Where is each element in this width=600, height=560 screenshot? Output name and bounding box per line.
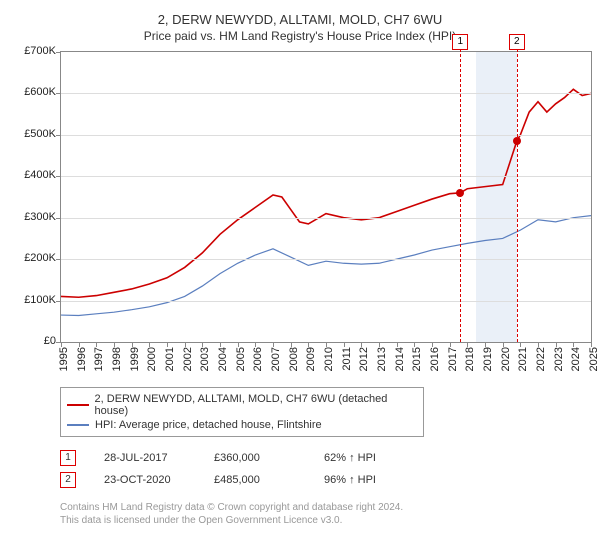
sale-hpi: 62% ↑ HPI <box>324 452 406 464</box>
chart: 12 £0£100K£200K£300K£400K£500K£600K£700K… <box>10 51 590 381</box>
footer-line: This data is licensed under the Open Gov… <box>60 514 590 527</box>
legend: 2, DERW NEWYDD, ALLTAMI, MOLD, CH7 6WU (… <box>60 387 424 437</box>
legend-swatch <box>67 404 89 406</box>
y-axis-tick: £300K <box>10 211 56 223</box>
y-axis-tick: £0 <box>10 335 56 347</box>
sale-date: 28-JUL-2017 <box>104 452 186 464</box>
legend-label: HPI: Average price, detached house, Flin… <box>95 419 322 431</box>
legend-item-hpi: HPI: Average price, detached house, Flin… <box>67 418 417 432</box>
y-axis-tick: £500K <box>10 128 56 140</box>
chart-lines <box>61 52 591 342</box>
y-axis-tick: £600K <box>10 86 56 98</box>
sale-price: £485,000 <box>214 474 296 486</box>
sales-table: 1 28-JUL-2017 £360,000 62% ↑ HPI 2 23-OC… <box>60 447 590 491</box>
sale-price: £360,000 <box>214 452 296 464</box>
chart-title: 2, DERW NEWYDD, ALLTAMI, MOLD, CH7 6WU <box>6 12 594 27</box>
chart-marker-box: 1 <box>452 34 468 50</box>
x-axis-tick: 2025 <box>588 347 600 371</box>
chart-subtitle: Price paid vs. HM Land Registry's House … <box>6 29 594 43</box>
footer-line: Contains HM Land Registry data © Crown c… <box>60 501 590 514</box>
sale-marker-box: 2 <box>60 472 76 488</box>
sale-row: 1 28-JUL-2017 £360,000 62% ↑ HPI <box>60 447 590 469</box>
sale-hpi: 96% ↑ HPI <box>324 474 406 486</box>
sale-marker-box: 1 <box>60 450 76 466</box>
y-axis-tick: £400K <box>10 169 56 181</box>
plot-area: 12 <box>60 51 592 343</box>
legend-label: 2, DERW NEWYDD, ALLTAMI, MOLD, CH7 6WU (… <box>95 393 417 417</box>
y-axis-tick: £100K <box>10 294 56 306</box>
sale-row: 2 23-OCT-2020 £485,000 96% ↑ HPI <box>60 469 590 491</box>
y-axis-tick: £700K <box>10 45 56 57</box>
legend-swatch <box>67 424 89 426</box>
chart-marker-box: 2 <box>509 34 525 50</box>
legend-item-property: 2, DERW NEWYDD, ALLTAMI, MOLD, CH7 6WU (… <box>67 392 417 418</box>
sale-date: 23-OCT-2020 <box>104 474 186 486</box>
y-axis-tick: £200K <box>10 252 56 264</box>
footer: Contains HM Land Registry data © Crown c… <box>60 501 590 527</box>
